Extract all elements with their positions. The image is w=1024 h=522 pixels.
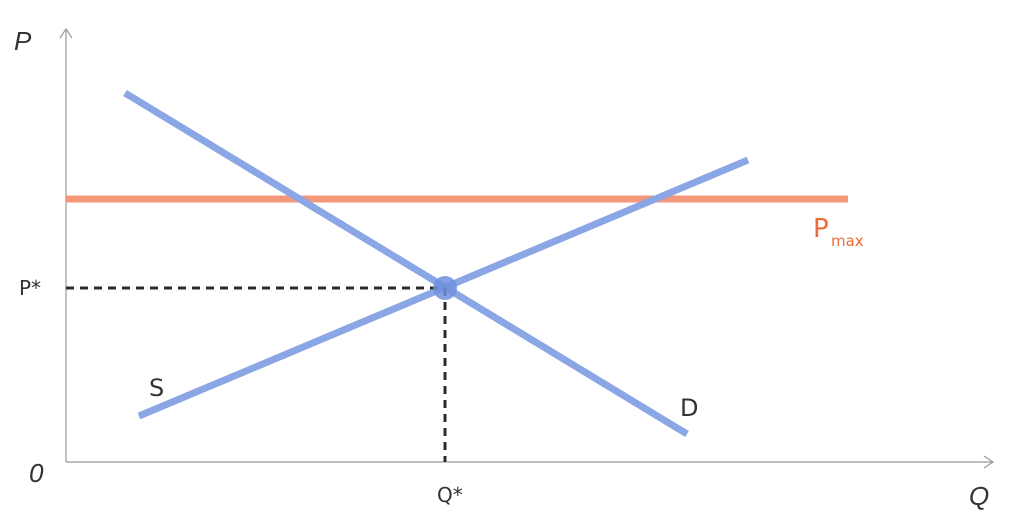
price-ceiling-label: P: [813, 214, 829, 244]
y-axis-arrowhead: [59, 27, 73, 39]
demand-curve-label: D: [680, 394, 698, 422]
equilibrium-quantity-label: Q*: [437, 483, 463, 507]
equilibrium-price-label: P*: [19, 276, 41, 300]
equilibrium-point: [433, 276, 457, 300]
origin-label: 0: [29, 458, 44, 488]
demand-curve: [123, 90, 689, 437]
x-axis-arrowhead: [983, 455, 995, 469]
price-ceiling-subscript: max: [831, 232, 864, 250]
y-axis-title: P: [14, 26, 32, 56]
x-axis-title: Q: [969, 481, 989, 511]
supply-curve-label: S: [149, 374, 164, 402]
